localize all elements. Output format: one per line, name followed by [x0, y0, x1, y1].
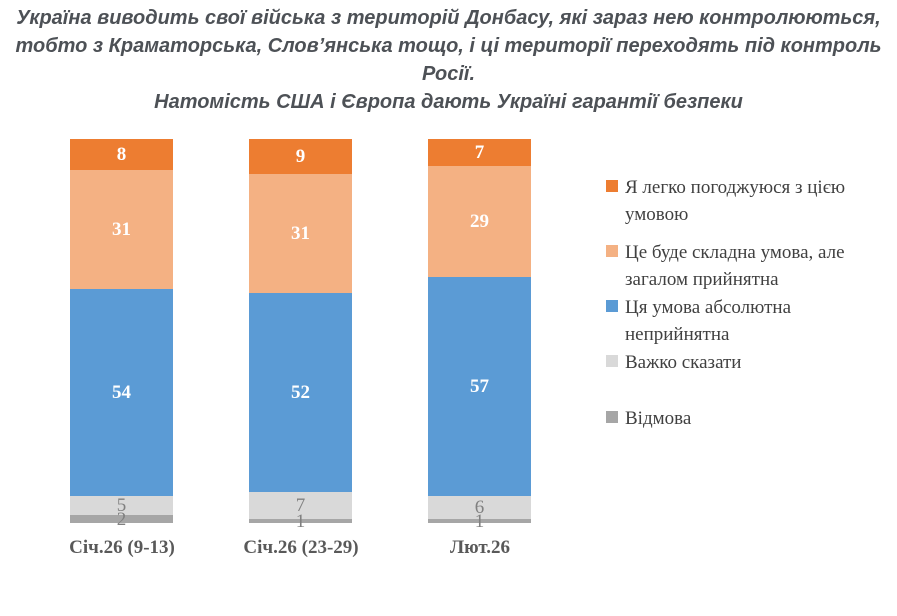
legend-item-agree-easily: Я легко погоджуюся з цією умовою [606, 174, 851, 228]
legend-item-refusal: Відмова [606, 405, 851, 432]
bar-segment: 52 [249, 292, 352, 493]
legend-item-hard-to-say: Важко сказати [606, 349, 851, 376]
chart-title-line-2: тобто з Краматорська, Слов’янська тощо, … [15, 35, 882, 85]
legend-label: Я легко погоджуюся з цією умовою [625, 177, 846, 225]
bar-segment: 2 [70, 510, 173, 529]
bar-segment: 29 [428, 165, 531, 278]
bar-segment: 31 [249, 173, 352, 293]
plot-area: 8 31 54 5 2 9 31 52 7 1 7 29 57 6 1 [70, 139, 532, 531]
absolutely-unacceptable-legend-swatch [606, 300, 618, 312]
segment-value-label: 1 [295, 510, 306, 532]
bar-segment: 1 [428, 512, 531, 531]
bar-segment: 8 [70, 139, 173, 170]
bar-segment: 54 [70, 288, 173, 497]
refusal-legend-swatch [606, 411, 618, 423]
segment-value-label: 31 [291, 222, 310, 244]
category-label-jan-23-29: Січ.26 (23-29) [243, 537, 359, 558]
segment-value-label: 31 [112, 218, 131, 240]
bar-segment: 6 [428, 496, 531, 520]
segment-value-label: 5 [116, 495, 127, 517]
segment-value-label: 1 [474, 510, 485, 532]
bar-segment: 57 [428, 277, 531, 497]
bar-segment: 9 [249, 139, 352, 174]
legend-label: Ця умова абсолютна неприйнятна [625, 297, 791, 345]
difficult-but-acceptable-legend-swatch [606, 245, 618, 257]
stacked-bar: 9 31 52 7 1 [249, 139, 352, 531]
segment-value-label: 52 [291, 381, 310, 403]
legend-item-absolutely-unacceptable: Ця умова абсолютна неприйнятна [606, 294, 851, 348]
bar-segment: 7 [428, 139, 531, 166]
segment-value-label: 7 [474, 141, 485, 163]
segment-value-label: 54 [112, 381, 131, 403]
bar-segment: 1 [249, 512, 352, 531]
legend-label: Це буде складна умова, але загалом прийн… [625, 242, 845, 290]
legend-label: Відмова [625, 408, 692, 429]
stacked-bar: 8 31 54 5 2 [70, 139, 173, 529]
bar-segment: 31 [70, 169, 173, 289]
segment-value-label: 8 [116, 143, 127, 165]
category-label-feb: Лют.26 [449, 537, 511, 558]
chart-title-line-1: Україна виводить свої війська з територі… [16, 7, 881, 29]
legend-label: Важко сказати [625, 352, 742, 373]
legend-item-difficult-but-acceptable: Це буде складна умова, але загалом прийн… [606, 239, 851, 293]
category-label-jan-9-13: Січ.26 (9-13) [69, 537, 175, 558]
stacked-bar: 7 29 57 6 1 [428, 139, 531, 531]
segment-value-label: 9 [295, 145, 306, 167]
chart-title: Україна виводить свої війська з територі… [0, 4, 897, 116]
bar-segment: 5 [70, 495, 173, 517]
segment-value-label: 6 [474, 497, 485, 519]
segment-value-label: 57 [470, 376, 489, 398]
segment-value-label: 7 [295, 495, 306, 517]
agree-easily-legend-swatch [606, 180, 618, 192]
chart-title-line-3: Натомість США і Європа дають Україні гар… [154, 91, 743, 113]
hard-to-say-legend-swatch [606, 355, 618, 367]
segment-value-label: 29 [470, 211, 489, 233]
bar-segment: 7 [249, 492, 352, 520]
segment-value-label: 2 [116, 508, 127, 530]
